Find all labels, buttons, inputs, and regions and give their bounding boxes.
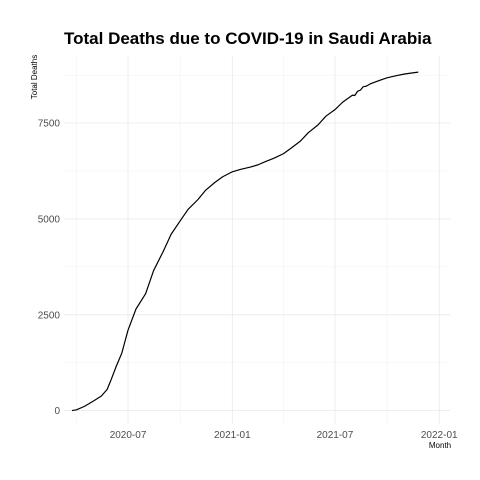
series-line-0 <box>71 71 419 412</box>
x-axis-label: Month <box>429 441 451 450</box>
x-tick-label: 2021-07 <box>317 430 354 441</box>
x-tick-label: 2022-01 <box>421 430 458 441</box>
y-tick-label: 7500 <box>38 119 61 130</box>
grid <box>64 56 450 424</box>
y-axis-label: Total Deaths <box>30 55 39 99</box>
series-group <box>71 71 419 412</box>
y-tick-label: 5000 <box>38 214 61 225</box>
y-tick-label: 2500 <box>38 310 61 321</box>
x-tick-label: 2020-07 <box>110 430 147 441</box>
x-tick-label: 2021-01 <box>214 430 251 441</box>
y-tick-label: 0 <box>54 406 60 417</box>
chart-title: Total Deaths due to COVID-19 in Saudi Ar… <box>64 29 432 48</box>
tick-labels: 2020-07 2021-01 2021-07 2022-01 0 2500 5000 750… <box>38 119 458 441</box>
